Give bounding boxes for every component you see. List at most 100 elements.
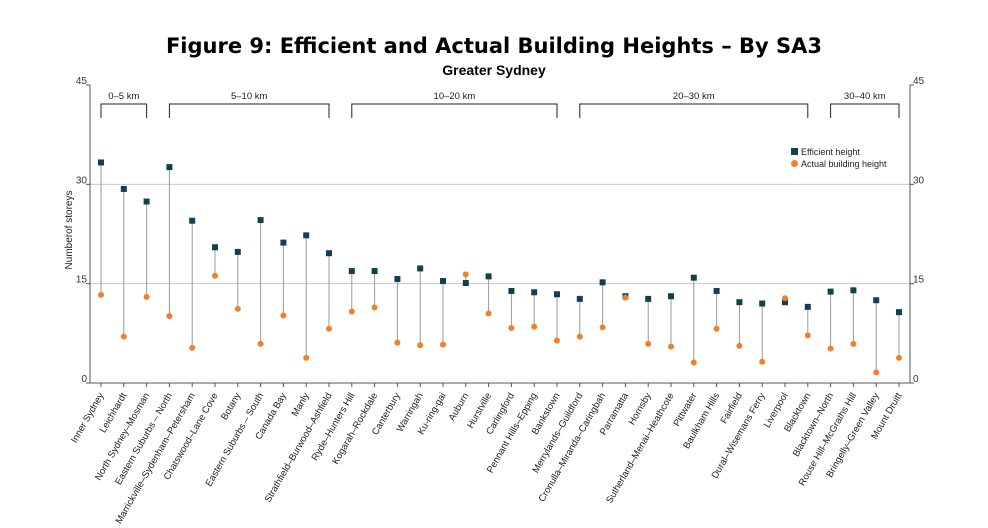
actual-height-marker [508, 325, 515, 332]
efficient-height-marker [713, 287, 720, 294]
y-tick-label-right: 0 [913, 374, 919, 385]
efficient-height-marker [212, 244, 218, 251]
stems [100, 162, 900, 373]
group-bracket [168, 103, 330, 118]
actual-height-marker [120, 333, 127, 340]
y-tick-label-left: 0 [81, 374, 87, 385]
efficient-height-marker [326, 250, 332, 257]
efficient-height-marker [371, 268, 378, 275]
actual-height-marker [143, 293, 150, 300]
category-label: Manly [290, 391, 312, 419]
legend-efficient-swatch [791, 148, 798, 155]
group-bracket [579, 103, 809, 118]
actual-height-marker [850, 340, 857, 347]
group-bracket [351, 103, 558, 118]
actual-height-marker [896, 354, 902, 361]
group-bracket [100, 103, 148, 118]
efficient-height-marker [257, 217, 264, 224]
efficient-height-marker [804, 303, 811, 310]
gridlines [90, 183, 910, 285]
actual-height-marker [212, 272, 218, 279]
efficient-height-marker [234, 248, 241, 255]
actual-height-marker [713, 325, 720, 332]
efficient-height-marker [280, 239, 287, 246]
actual-height-marker [554, 337, 560, 344]
actual-height-marker [873, 369, 880, 376]
category-label: Botany [219, 391, 243, 422]
legend-efficient-label: Efficient height [801, 147, 860, 157]
actual-height-marker [462, 271, 469, 278]
actual-height-marker [440, 341, 446, 348]
actual-height-marker [417, 342, 424, 349]
actual-height-marker [394, 339, 401, 346]
efficient-height-marker [440, 278, 446, 285]
efficient-height-marker [782, 299, 788, 306]
actual-height-marker [280, 312, 287, 319]
actual-height-marker [326, 325, 332, 332]
efficient-height-marker [554, 291, 560, 298]
actual-height-marker [782, 295, 788, 302]
chart-subtitle: Greater Sydney [442, 62, 546, 78]
actual-height-marker [531, 323, 538, 330]
efficient-height-marker [348, 268, 355, 275]
efficient-height-marker [531, 289, 538, 296]
actual-height-marker [371, 304, 378, 311]
efficient-height-marker [873, 297, 880, 304]
category-label: Inner Sydney [69, 391, 107, 445]
axes: 0 0 15 15 30 30 45 45 [76, 76, 925, 387]
y-tick-label-left: 15 [76, 275, 88, 286]
efficient-height-marker [690, 274, 697, 281]
efficient-height-marker [462, 280, 469, 287]
y-tick-label-left: 30 [76, 175, 88, 186]
legend-actual-label: Actual building height [801, 159, 887, 169]
actual-height-marker [668, 343, 674, 350]
efficient-height-marker [417, 265, 424, 272]
actual-height-marker [257, 340, 264, 347]
actual-height-marker [234, 305, 241, 312]
distance-groups: 0–5 km 5–10 km 10–20 km 20–30 km 30–40 km [100, 91, 900, 118]
efficient-height-marker [508, 287, 515, 294]
chart-title: Figure 9: Efficient and Actual Building … [165, 34, 823, 58]
actual-height-marker [166, 313, 173, 320]
efficient-height-marker [645, 295, 652, 302]
efficient-height-marker [599, 279, 606, 286]
group-label: 5–10 km [231, 91, 268, 102]
y-tick-label-right: 15 [913, 275, 925, 286]
group-label: 30–40 km [844, 91, 886, 102]
efficient-height-marker [576, 295, 583, 302]
efficient-height-marker [896, 309, 902, 316]
efficient-height-marker [394, 276, 401, 283]
actual-height-marker [303, 354, 310, 361]
efficient-height-marker [736, 299, 743, 306]
group-label: 20–30 km [673, 91, 715, 102]
y-tick-label-left: 45 [76, 76, 88, 87]
efficient-height-marker [189, 217, 196, 224]
legend-actual-swatch [791, 160, 798, 167]
y-tick-label-right: 45 [913, 76, 925, 87]
legend: Efficient height Actual building height [791, 147, 887, 169]
actual-height-marker [736, 342, 743, 349]
actual-height-marker [348, 308, 355, 315]
y-axis-label: Numberof storeys [64, 191, 75, 270]
category-label: Auburn [447, 391, 472, 423]
efficient-height-marker [827, 288, 834, 295]
efficient-height-marker [850, 287, 857, 294]
actual-height-marker [759, 358, 766, 365]
efficient-height-marker [759, 300, 766, 307]
efficient-height-marker [166, 164, 173, 171]
data-marks [98, 159, 902, 376]
actual-height-marker [827, 345, 834, 352]
efficient-height-marker [120, 185, 127, 192]
actual-height-marker [98, 291, 104, 298]
group-bracket [830, 103, 900, 118]
actual-height-marker [690, 359, 697, 366]
efficient-height-marker [143, 198, 150, 205]
actual-height-marker [189, 344, 196, 351]
group-label: 10–20 km [434, 91, 476, 102]
actual-height-marker [622, 294, 629, 301]
group-label: 0–5 km [108, 91, 139, 102]
actual-height-marker [599, 324, 606, 331]
actual-height-marker [576, 333, 583, 340]
